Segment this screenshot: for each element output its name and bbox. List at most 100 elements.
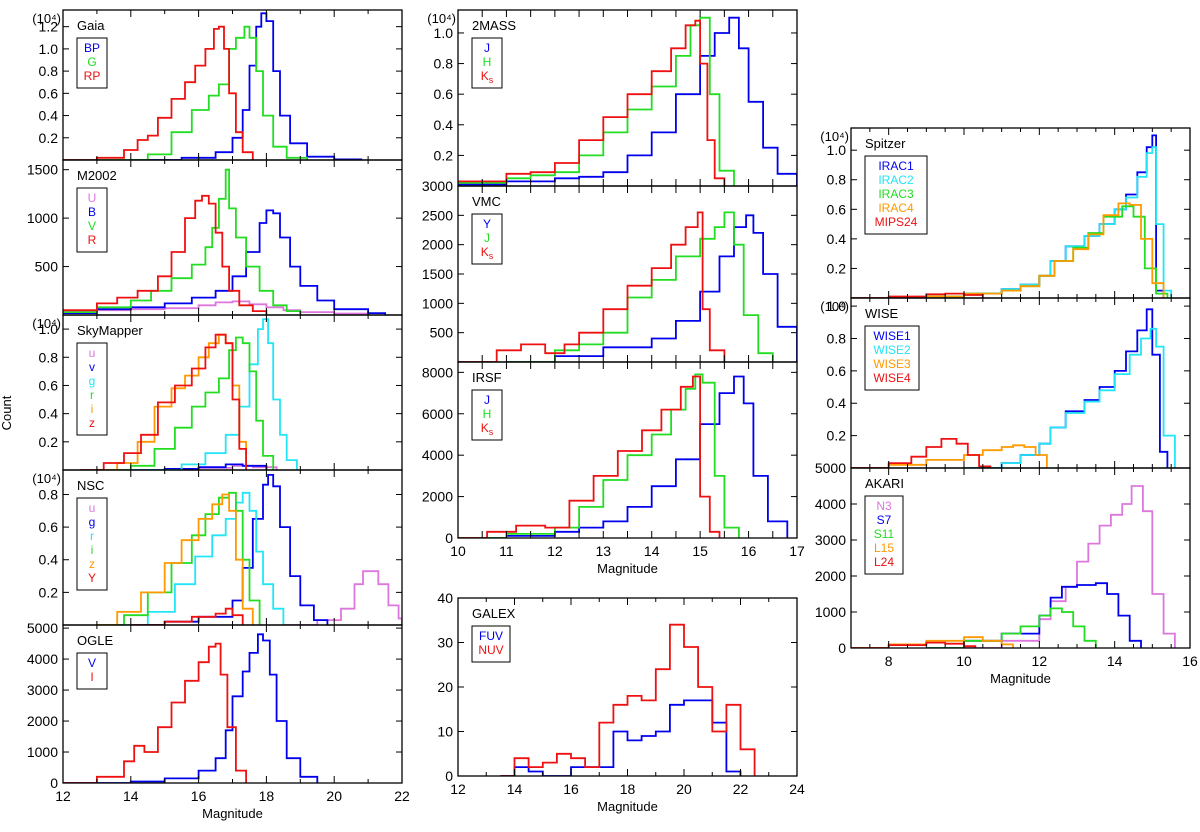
nsc-legend-g: g: [89, 515, 96, 529]
akari-ytick-label: 5000: [815, 460, 846, 476]
galex-ytick-label: 40: [437, 590, 453, 606]
galex-ytick-label: 10: [437, 724, 453, 740]
irsf-legend: [471, 389, 503, 441]
spitzer-ytick-label: 0.2: [827, 260, 847, 276]
galex-xtick-label: 22: [733, 781, 749, 797]
m2002-ytick-label: 1000: [27, 210, 58, 226]
irsf-series-j: [458, 375, 789, 538]
m2002-title: M2002: [77, 168, 117, 183]
twomass-series-ks: [458, 19, 726, 186]
gaia-multiplier: (10⁴): [32, 11, 61, 26]
spitzer-series-irac4: [888, 202, 1165, 298]
spitzer-legend-irac4: IRAC4: [878, 201, 914, 215]
ogle-series-i: [63, 642, 247, 783]
skymapper-legend: [76, 342, 108, 436]
galex-legend: [471, 625, 511, 663]
twomass-ytick-label: 1.0: [434, 25, 454, 41]
nsc-legend-z: z: [89, 557, 95, 571]
ogle-legend: [76, 652, 108, 690]
vmc-series-ks: [458, 211, 726, 362]
wise-series-wise4: [851, 438, 992, 468]
skymapper-series-group: [80, 318, 298, 470]
skymapper-series-r: [96, 336, 275, 470]
ogle-title: OGLE: [77, 633, 113, 648]
akari-ytick-label: 4000: [815, 496, 846, 512]
akari-xtick-label: 12: [1032, 653, 1048, 669]
twomass-ytick-label: 0.2: [434, 147, 454, 163]
galex-xtick-label: 18: [620, 781, 636, 797]
legend-ks-sub: s: [489, 75, 494, 85]
skymapper-legend-r: r: [90, 388, 94, 402]
nsc-legend-r: r: [90, 529, 94, 543]
vmc-legend: [471, 213, 503, 265]
m2002-legend-b: B: [88, 205, 96, 219]
skymapper-series-g: [130, 318, 298, 470]
irsf-ytick-label: 8000: [422, 364, 453, 380]
wise-legend-wise1: WISE1: [873, 329, 911, 343]
skymapper-ytick-label: 1.0: [39, 321, 59, 337]
m2002-legend-v: V: [88, 219, 96, 233]
panel-wise: 0.2 0.4 0.6 0.8 1.0(10⁴) WISE WISE1WISE2WISE3W…: [820, 297, 1191, 469]
gaia-ytick-label: 0.8: [39, 63, 59, 79]
spitzer-title: Spitzer: [865, 136, 906, 151]
galex-xtick-label: 16: [563, 781, 579, 797]
ogle-xtick-label: 12: [55, 788, 71, 804]
akari-xtick-label: 8: [885, 653, 893, 669]
wise-legend: [864, 325, 920, 391]
akari-legend-n3: N3: [876, 499, 892, 513]
twomass-title: 2MASS: [472, 18, 516, 33]
vmc-ytick-label: 500: [430, 325, 454, 341]
ogle-xtick-label: 14: [123, 788, 139, 804]
akari-legend-s11: S11: [874, 527, 895, 541]
nsc-legend: [76, 497, 108, 591]
akari-series-n3: [964, 485, 1176, 648]
ogle-ytick-label: 1000: [27, 744, 58, 760]
akari-xtick-label: 16: [1182, 653, 1198, 669]
galex-series-fuv: [500, 699, 742, 776]
ogle-xtick-label: 18: [259, 788, 275, 804]
gaia-ytick-label: 1.2: [39, 19, 59, 35]
nsc-series-i: [96, 491, 261, 625]
vmc-legend-ks: Ks: [481, 245, 494, 261]
wise-series-wise1: [964, 308, 1169, 468]
gaia-legend-bp: BP: [84, 41, 100, 55]
ogle-xtick-label: 22: [394, 788, 410, 804]
spitzer-ytick-label: 0.6: [827, 201, 847, 217]
panel-ogle: 0 1000 2000 3000 4000 5000 12 14 16 18 20 22 Magnitu…: [27, 620, 410, 821]
panel-galex: 0 10 20 30 40 12 14 16 18 20 22 24 Magnitude GALEX FUV…: [437, 590, 805, 814]
irsf-ytick-label: 0: [445, 530, 453, 546]
wise-ytick-label: 0.6: [827, 363, 847, 379]
spitzer-legend-irac2: IRAC2: [878, 173, 914, 187]
m2002-series-group: [63, 168, 386, 315]
akari-ytick-label: 1000: [815, 604, 846, 620]
y-axis-label-count: Count: [0, 395, 14, 430]
ogle-ytick-label: 0: [50, 775, 58, 791]
akari-xtick-label: 14: [1107, 653, 1123, 669]
vmc-ytick-label: 2500: [422, 207, 453, 223]
vmc-ytick-label: 3000: [422, 178, 453, 194]
nsc-series-r: [113, 491, 285, 625]
ogle-ytick-label: 3000: [27, 682, 58, 698]
nsc-multiplier: (10⁴): [32, 471, 61, 486]
panel-irsf: 0 2000 4000 6000 8000 10 11 12 13 14 15 16 17 Magnitu…: [422, 361, 805, 576]
akari-xtick-label: 10: [956, 653, 972, 669]
spitzer-legend-mips24: MIPS24: [875, 215, 918, 229]
gaia-legend-g: G: [87, 55, 96, 69]
irsf-ytick-label: 2000: [422, 489, 453, 505]
akari-xlabel: Magnitude: [990, 671, 1051, 686]
irsf-legend-ks: Ks: [481, 421, 494, 437]
skymapper-legend-z: z: [89, 416, 95, 430]
irsf-legend-j: J: [484, 393, 490, 407]
legend-ks-k: K: [481, 245, 489, 259]
gaia-series-bp: [130, 12, 363, 160]
ogle-xlabel: Magnitude: [202, 806, 263, 821]
irsf-series-ks: [458, 375, 721, 538]
nsc-ytick-label: 0.2: [39, 584, 59, 600]
m2002-ytick-label: 1500: [27, 162, 58, 178]
nsc-series-z: [96, 493, 254, 625]
galex-xtick-label: 14: [507, 781, 523, 797]
